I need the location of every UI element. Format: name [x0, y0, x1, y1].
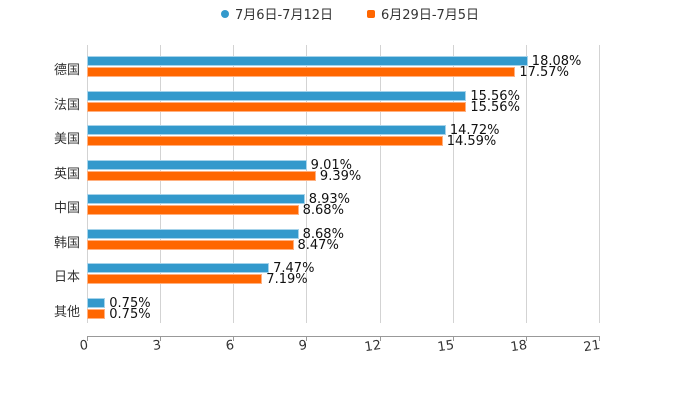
axis-tick-label: 12	[363, 338, 383, 356]
data-label: 0.75%	[109, 295, 151, 311]
bar[interactable]	[87, 263, 270, 273]
axis-tick	[160, 336, 161, 341]
category-label: 美国	[53, 132, 80, 147]
axis-tick	[453, 336, 454, 341]
bar[interactable]	[87, 205, 299, 215]
bar[interactable]	[87, 136, 443, 146]
axis-tick-label: 6	[224, 338, 236, 355]
bar[interactable]	[87, 159, 307, 170]
axis-tick	[233, 336, 234, 341]
square-marker-icon	[367, 9, 375, 18]
axis-tick	[599, 336, 600, 341]
category-label: 德国	[53, 63, 80, 78]
data-label: 15.56%	[470, 99, 520, 115]
gridline	[306, 45, 307, 323]
legend-label: 6月29日-7月5日	[381, 8, 480, 23]
axis-tick-label: 18	[509, 338, 529, 356]
data-label: 15.56%	[470, 88, 520, 104]
gridline	[380, 45, 381, 323]
category-label: 日本	[53, 270, 80, 285]
axis-tick-label: 21	[582, 338, 602, 356]
category-label: 其他	[53, 304, 80, 320]
bar[interactable]	[87, 125, 446, 135]
bar[interactable]	[87, 274, 263, 284]
legend-label: 7月6日-7月12日	[234, 8, 333, 23]
gridline	[526, 45, 527, 323]
bar[interactable]	[87, 90, 467, 101]
data-label: 8.68%	[302, 226, 344, 242]
data-label: 9.01%	[310, 157, 352, 173]
axis-tick-label: 9	[297, 338, 309, 355]
data-label: 8.93%	[308, 192, 351, 207]
bar[interactable]	[87, 297, 106, 308]
data-label: 9.39%	[319, 168, 362, 184]
legend-item-series-1[interactable]: 7月6日-7月12日	[220, 4, 333, 23]
data-label: 14.72%	[449, 123, 500, 138]
data-label: 18.08%	[531, 54, 582, 69]
bar[interactable]	[87, 228, 299, 239]
bar[interactable]	[87, 194, 305, 204]
axis-tick	[87, 336, 88, 341]
bar[interactable]	[87, 67, 516, 77]
gridline	[599, 45, 600, 323]
bar[interactable]	[87, 56, 528, 66]
axis-tick	[526, 336, 527, 341]
bar[interactable]	[87, 101, 467, 112]
data-label: 7.19%	[266, 272, 308, 287]
bar[interactable]	[87, 170, 316, 181]
legend-item-series-2[interactable]: 6月29日-7月5日	[367, 4, 479, 23]
gridline	[233, 45, 234, 323]
category-label: 中国	[53, 201, 80, 216]
legend: 7月6日-7月12日 6月29日-7月5日	[0, 4, 700, 23]
category-label: 英国	[53, 166, 80, 182]
bar[interactable]	[87, 239, 294, 250]
data-label: 8.68%	[302, 203, 344, 218]
data-label: 17.57%	[519, 65, 569, 80]
category-label: 法国	[53, 97, 80, 113]
axis-tick-label: 0	[78, 338, 90, 355]
category-label: 韩国	[53, 235, 80, 251]
bar[interactable]	[87, 308, 106, 319]
data-label: 0.75%	[109, 306, 151, 322]
gridline	[87, 45, 88, 323]
circle-marker-icon	[220, 9, 229, 18]
axis-tick-label: 3	[151, 338, 163, 355]
axis-tick	[306, 336, 307, 341]
data-label: 14.59%	[446, 134, 497, 149]
axis-tick	[380, 336, 381, 341]
x-axis-line	[87, 336, 600, 337]
axis-tick-label: 15	[436, 338, 456, 356]
gridline	[453, 45, 454, 323]
data-label: 7.47%	[273, 261, 315, 276]
data-label: 8.47%	[297, 237, 339, 253]
gridline	[160, 45, 161, 323]
